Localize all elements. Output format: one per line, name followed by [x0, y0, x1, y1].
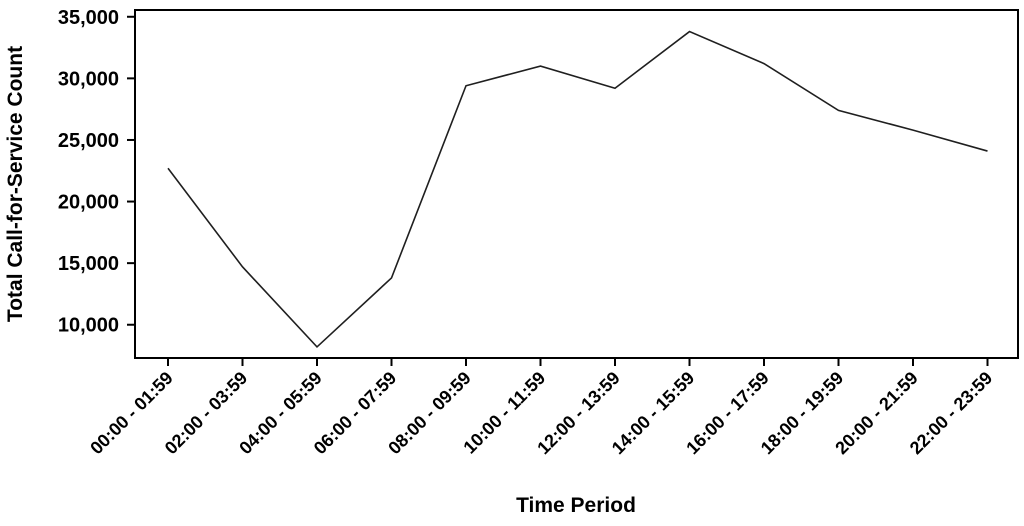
y-tick-label: 35,000 — [58, 7, 119, 29]
plot-border — [134, 9, 1019, 359]
x-axis-title: Time Period — [516, 494, 636, 517]
y-tick-label: 20,000 — [58, 192, 119, 214]
plot-area: 10,00015,00020,00025,00030,00035,00000:0… — [58, 7, 1019, 458]
y-axis-title: Total Call-for-Service Count — [4, 46, 27, 322]
series-line — [167, 30, 988, 349]
y-tick-label: 10,000 — [58, 315, 119, 337]
y-tick-label: 15,000 — [58, 253, 119, 275]
y-tick-label: 30,000 — [58, 68, 119, 90]
y-tick-label: 25,000 — [58, 130, 119, 152]
